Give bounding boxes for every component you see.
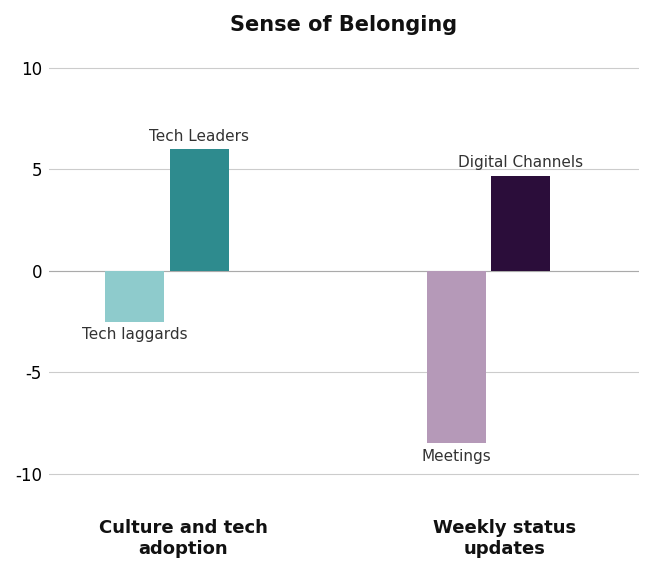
Bar [169,149,229,271]
Text: Tech laggards: Tech laggards [82,327,188,342]
Title: Sense of Belonging: Sense of Belonging [230,15,458,35]
Bar [105,271,164,321]
Text: Meetings: Meetings [422,449,492,464]
Bar [492,175,551,271]
Text: Digital Channels: Digital Channels [458,155,583,170]
Bar [427,271,486,444]
Text: Tech Leaders: Tech Leaders [149,129,249,144]
